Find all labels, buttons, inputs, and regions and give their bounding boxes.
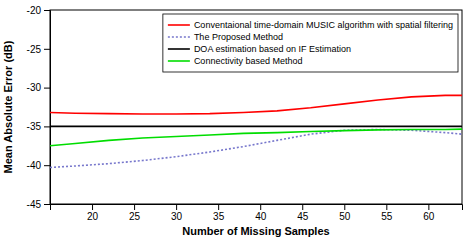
tick-mark <box>344 204 345 210</box>
series-line <box>50 126 462 128</box>
tick-label: -25 <box>27 44 42 55</box>
tick-mark <box>44 204 50 205</box>
tick-mark <box>428 204 429 210</box>
tick-mark <box>176 204 177 210</box>
tick-label: 60 <box>423 211 435 222</box>
tick-label: -45 <box>27 199 42 210</box>
tick-mark <box>218 204 219 210</box>
tick-label: 45 <box>297 211 309 222</box>
tick-mark <box>44 49 50 50</box>
legend-frame <box>163 14 458 72</box>
legend-swatch <box>168 24 190 26</box>
tick: 20 <box>87 204 99 222</box>
legend-swatch <box>168 48 190 50</box>
plot-frame <box>50 10 462 204</box>
tick-label: 40 <box>255 211 267 222</box>
series-line <box>50 129 462 146</box>
y-axis-title: Mean Absolute Error (dB) <box>2 40 14 173</box>
x-axis-title: Number of Missing Samples <box>182 225 329 237</box>
tick-label: -40 <box>27 160 42 171</box>
series-line <box>50 130 462 168</box>
legend-label: Connectivity based Method <box>194 56 303 66</box>
tick-mark <box>44 10 50 11</box>
tick: 50 <box>339 204 351 222</box>
tick: -45 <box>27 199 50 210</box>
tick-mark <box>44 126 50 127</box>
tick-mark <box>92 204 93 210</box>
tick: 55 <box>381 204 393 222</box>
x-axis: 20 25 30 35 40 45 50 55 60 <box>51 204 463 222</box>
tick-mark <box>386 204 387 210</box>
tick-mark <box>302 204 303 210</box>
tick: -35 <box>27 121 50 132</box>
legend-swatch <box>168 36 190 38</box>
series-line <box>50 95 462 114</box>
tick: 25 <box>129 204 141 222</box>
tick: -20 <box>27 5 50 16</box>
axis-line <box>51 205 463 211</box>
legend-label: The Proposed Method <box>194 32 283 42</box>
tick: -30 <box>27 82 50 93</box>
legend-label: Conventaional time-domain MUSIC algorith… <box>194 20 453 30</box>
tick-label: 25 <box>129 211 141 222</box>
chart: 20 25 30 35 40 45 50 55 60 -45 -40 -35 -30 -25 -20 Conv… <box>0 0 474 240</box>
plot: 20 25 30 35 40 45 50 55 60 -45 -40 -35 -30 -25 -20 Conv… <box>27 5 463 222</box>
lines <box>50 95 462 167</box>
tick-label: 20 <box>87 211 99 222</box>
tick-mark <box>134 204 135 210</box>
tick: 35 <box>213 204 225 222</box>
legend-swatch <box>168 60 190 62</box>
tick-label: -30 <box>27 82 42 93</box>
tick-label: 50 <box>339 211 351 222</box>
tick: 30 <box>171 204 183 222</box>
tick-label: 35 <box>213 211 225 222</box>
tick: -40 <box>27 160 50 171</box>
tick-label: -20 <box>27 5 42 16</box>
tick-mark <box>44 165 50 166</box>
legend: Conventaional time-domain MUSIC algorith… <box>163 14 458 72</box>
tick: 60 <box>423 204 435 222</box>
tick: 45 <box>297 204 309 222</box>
tick: -25 <box>27 44 50 55</box>
legend-label: DOA estimation based on IF Estimation <box>194 44 351 54</box>
tick-mark <box>260 204 261 210</box>
tick-mark <box>44 88 50 89</box>
tick: 40 <box>255 204 267 222</box>
tick-label: 30 <box>171 211 183 222</box>
tick-label: 55 <box>381 211 393 222</box>
tick-label: -35 <box>27 121 42 132</box>
y-axis: -45 -40 -35 -30 -25 -20 <box>27 5 51 210</box>
axis-line <box>44 11 51 205</box>
